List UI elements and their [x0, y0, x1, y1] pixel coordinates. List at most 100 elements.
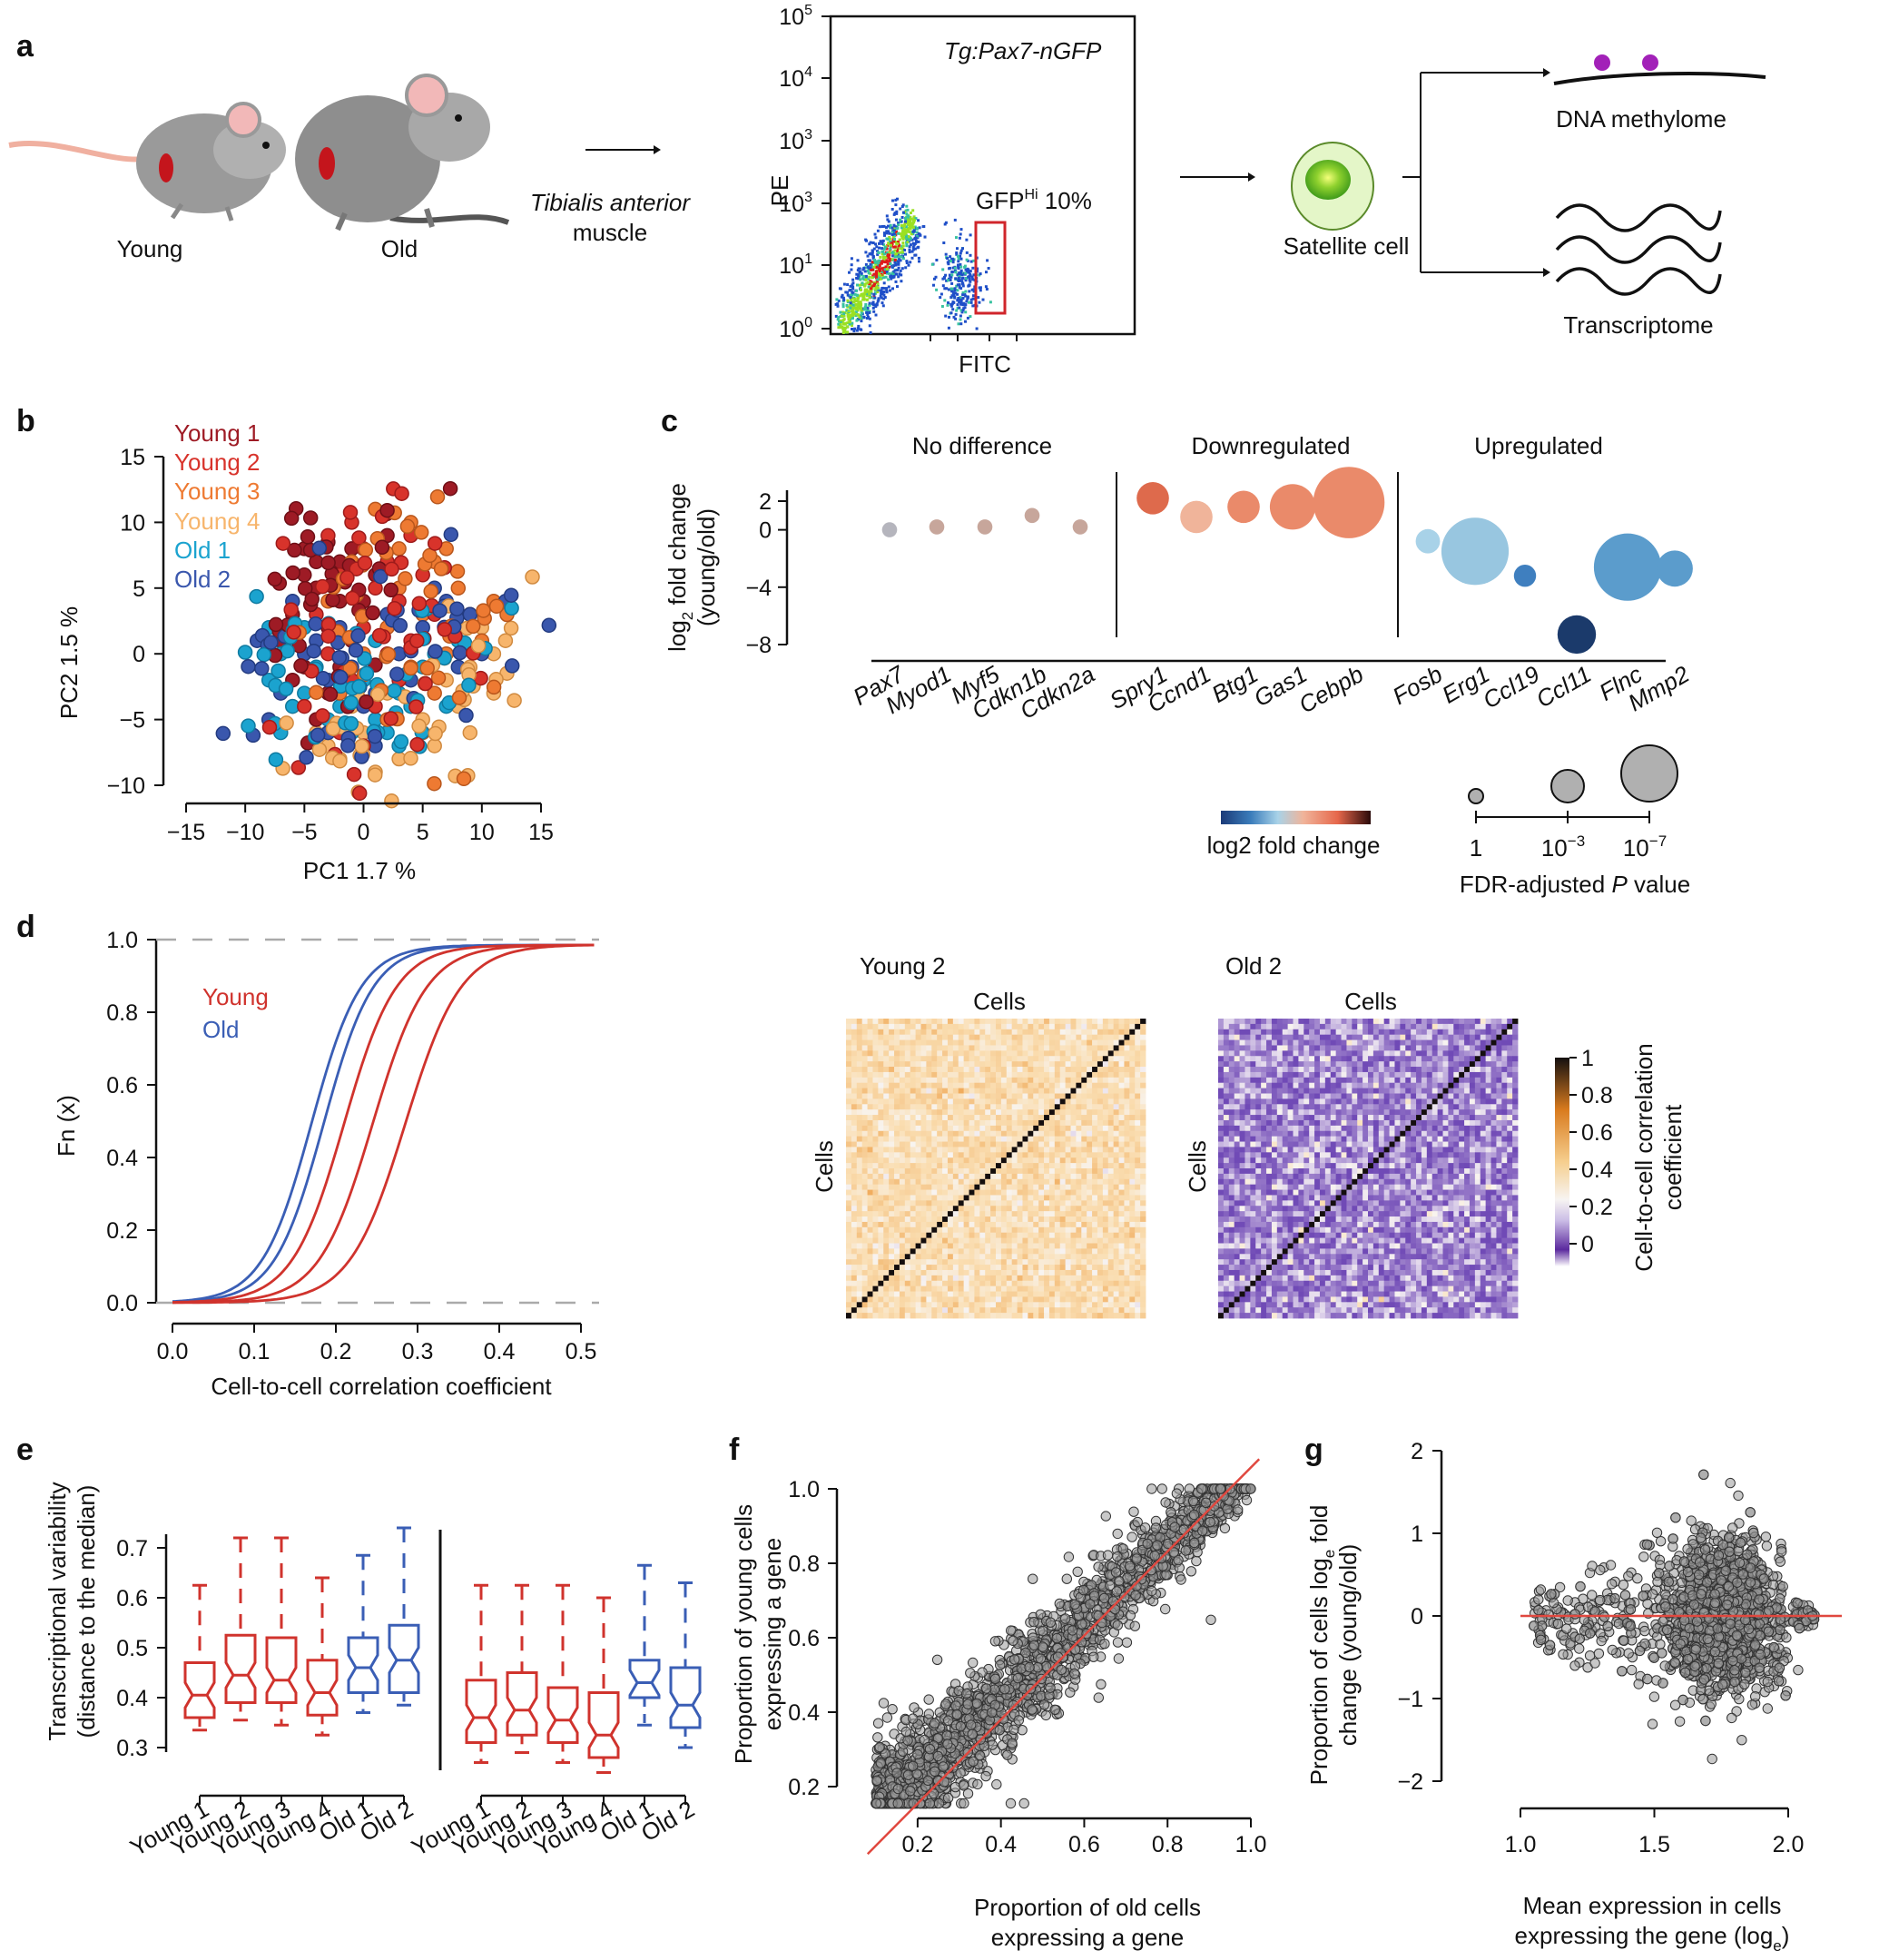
heatmap-cell	[959, 1254, 964, 1259]
legend-young-3: Young 3	[174, 478, 260, 505]
heatmap-cell	[1055, 1120, 1060, 1126]
heatmap-old[interactable]	[1218, 1019, 1518, 1318]
heatmap-cell	[851, 1286, 857, 1292]
heatmap-cell	[1007, 1040, 1012, 1046]
heatmap-cell	[1135, 1152, 1140, 1157]
heatmap-cell	[894, 1157, 900, 1163]
heatmap-cell	[916, 1163, 921, 1168]
heatmap-cell	[868, 1216, 873, 1222]
heatmap-cell	[1007, 1152, 1012, 1157]
heatmap-cell	[969, 1098, 975, 1104]
heatmap-cell	[926, 1259, 931, 1265]
heatmap-cell	[894, 1168, 900, 1174]
facs-event	[880, 297, 883, 300]
heatmap-cell	[1028, 1098, 1033, 1104]
heatmap-cell	[985, 1248, 990, 1254]
heatmap-cell	[1044, 1120, 1049, 1126]
heatmap-cell	[872, 1254, 878, 1259]
heatmap-cell	[878, 1120, 883, 1126]
heatmap-cell	[1071, 1281, 1077, 1286]
heatmap-cell	[905, 1094, 910, 1099]
heatmap-cell	[1135, 1296, 1140, 1302]
heatmap-cell	[851, 1067, 857, 1072]
heatmap-cell	[1092, 1302, 1097, 1307]
heatmap-cell	[1044, 1227, 1049, 1233]
heatmap-cell	[921, 1137, 927, 1142]
heatmap-cell	[1044, 1233, 1049, 1238]
heatmap-cell	[872, 1238, 878, 1244]
heatmap-cell	[868, 1126, 873, 1131]
facs-event	[948, 316, 950, 319]
heatmap-cell	[1092, 1206, 1097, 1211]
heatmap-cell	[996, 1094, 1001, 1099]
pca-point	[418, 677, 432, 691]
heatmap-cell	[1012, 1168, 1018, 1174]
heatmap-cell	[1076, 1200, 1081, 1206]
heatmap-cell	[905, 1142, 910, 1147]
heatmap-cell	[1060, 1078, 1066, 1083]
heatmap-cell	[1346, 1019, 1352, 1024]
heatmap-cell	[974, 1238, 979, 1244]
heatmap-cell	[1119, 1126, 1125, 1131]
heatmap-cell	[1103, 1115, 1108, 1120]
heatmap-cell	[857, 1200, 862, 1206]
heatmap-cell	[1071, 1200, 1077, 1206]
heatmap-cell	[1087, 1233, 1092, 1238]
heatmap-cell	[1129, 1270, 1135, 1275]
heatmap-cell	[1007, 1168, 1012, 1174]
heatmap-cell	[916, 1233, 921, 1238]
heatmap-cell	[1114, 1098, 1119, 1104]
facs-event	[963, 266, 966, 269]
heatmap-cell	[851, 1024, 857, 1029]
heatmap-cell	[942, 1281, 948, 1286]
heatmap-cell	[862, 1088, 868, 1094]
heatmap-cell	[1124, 1296, 1129, 1302]
heatmap-cell	[1119, 1131, 1125, 1137]
heatmap-cell	[868, 1302, 873, 1307]
heatmap-cell	[1071, 1168, 1077, 1174]
heatmap-cell	[1038, 1270, 1044, 1275]
heatmap-cell	[846, 1120, 851, 1126]
heatmap-cell	[1081, 1131, 1087, 1137]
heatmap-cell	[974, 1142, 979, 1147]
heatmap-cell	[1033, 1147, 1038, 1152]
heatmap-cell	[851, 1056, 857, 1061]
heatmap-cell	[1124, 1206, 1129, 1211]
pca-point	[285, 511, 299, 525]
heatmap-cell	[1092, 1200, 1097, 1206]
heatmap-cell	[937, 1244, 942, 1249]
heatmap-cell	[1129, 1302, 1135, 1307]
heatmap-cell	[1114, 1270, 1119, 1275]
pca-point	[366, 606, 379, 620]
heatmap-cell	[959, 1270, 964, 1275]
facs-event	[894, 245, 897, 248]
heatmap-cell	[1081, 1313, 1087, 1318]
heatmap-cell	[974, 1078, 979, 1083]
heatmap-cell	[1001, 1024, 1007, 1029]
facs-event	[953, 297, 956, 300]
heatmap-cell	[868, 1233, 873, 1238]
heatmap-cell	[1018, 1296, 1023, 1302]
heatmap-cell	[996, 1152, 1001, 1157]
heatmap-cell	[1087, 1131, 1092, 1137]
heatmap-cell	[857, 1078, 862, 1083]
heatmap-cell	[974, 1147, 979, 1152]
heatmap-young[interactable]	[846, 1019, 1146, 1318]
heatmap-cell	[948, 1078, 953, 1083]
heatmap-cell	[1140, 1109, 1146, 1115]
heatmap-cell	[894, 1302, 900, 1307]
heatmap-cell	[1092, 1265, 1097, 1270]
heatmap-cell	[900, 1244, 905, 1249]
heatmap-cell	[1087, 1195, 1092, 1200]
heatmap-cell	[857, 1163, 862, 1168]
heatmap-cell	[942, 1024, 948, 1029]
heatmap-cell	[931, 1302, 937, 1307]
heatmap-cell	[1124, 1098, 1129, 1104]
heatmap-cell	[1076, 1248, 1081, 1254]
heatmap-cell	[1119, 1296, 1125, 1302]
heatmap-cell	[1081, 1195, 1087, 1200]
heatmap-cell	[1114, 1307, 1119, 1313]
heatmap-cell	[1087, 1045, 1092, 1050]
heatmap-cell	[1038, 1072, 1044, 1078]
heatmap-cell	[985, 1061, 990, 1067]
